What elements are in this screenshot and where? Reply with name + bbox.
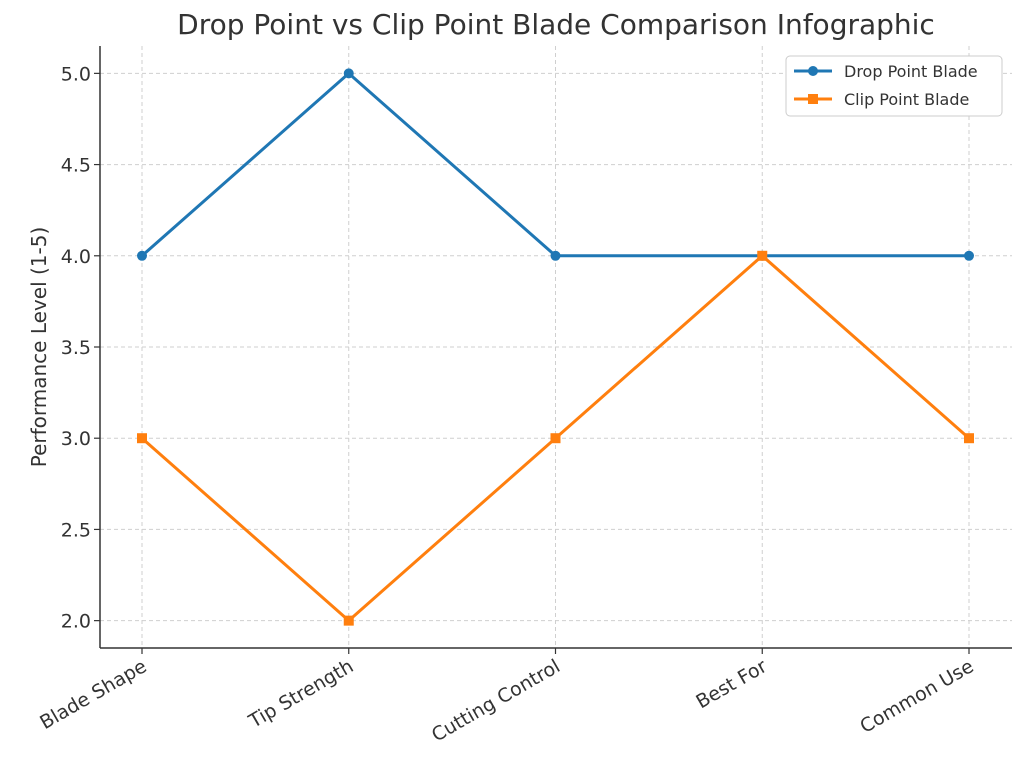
legend-box xyxy=(785,55,1003,117)
x-tick-label: Cutting Control xyxy=(428,655,564,746)
series-1 xyxy=(137,250,974,626)
legend-label: Clip Point Blade xyxy=(844,90,969,109)
legend-item: Drop Point Blade xyxy=(794,62,978,81)
x-tick-label: Best For xyxy=(692,655,771,713)
gridlines xyxy=(100,46,1012,648)
y-tick-label: 5.0 xyxy=(61,63,91,85)
legend: Drop Point Blade Clip Point Blade xyxy=(785,55,1003,117)
data-point xyxy=(137,433,147,444)
data-point xyxy=(550,250,561,261)
data-point xyxy=(757,250,768,261)
y-tick-label: 2.5 xyxy=(61,519,91,541)
y-axis-ticks: 2.0 2.5 3.0 3.5 4.0 4.5 5.0 xyxy=(61,63,100,633)
chart-title: Drop Point vs Clip Point Blade Compariso… xyxy=(177,8,935,41)
legend-item: Clip Point Blade xyxy=(794,90,969,109)
data-point xyxy=(964,433,974,444)
data-point xyxy=(343,68,354,79)
y-tick-label: 4.5 xyxy=(61,155,91,177)
y-tick-label: 3.0 xyxy=(61,428,91,450)
data-point xyxy=(964,250,974,261)
y-axis-label: Performance Level (1-5) xyxy=(27,227,51,468)
legend-marker xyxy=(808,66,818,76)
x-tick-label: Common Use xyxy=(856,655,977,738)
legend-marker xyxy=(808,94,818,104)
x-tick-label: Blade Shape xyxy=(36,655,150,734)
x-tick-label: Tip Strength xyxy=(244,655,357,733)
legend-label: Drop Point Blade xyxy=(844,62,978,81)
x-axis-ticks: Blade Shape Tip Strength Cutting Control Be… xyxy=(36,648,978,746)
data-point xyxy=(343,615,354,626)
y-tick-label: 3.5 xyxy=(61,337,91,359)
y-tick-label: 2.0 xyxy=(61,611,91,633)
data-point xyxy=(550,433,561,444)
series-lines xyxy=(137,68,974,626)
y-tick-label: 4.0 xyxy=(61,246,91,268)
data-point xyxy=(137,250,147,261)
